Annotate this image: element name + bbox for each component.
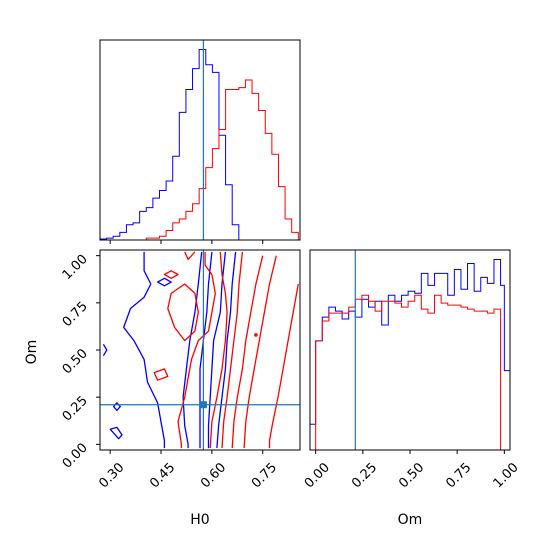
contour-y-tick-label: 0.00 [60, 441, 91, 472]
histogram-panel-om: 0.00 0.25 0.50 0.75 1.00 [302, 249, 522, 491]
contour-blue-7 [109, 426, 123, 440]
hist-om-series-blue [309, 259, 511, 450]
contour-blue-4 [216, 251, 237, 449]
contour-y-tick-label: 0.50 [60, 346, 91, 377]
contour-y-tick-label: 1.00 [60, 252, 91, 283]
x-axis-label-h0: H0 [190, 512, 209, 528]
hist-om-x-tick-label: 0.25 [349, 460, 380, 491]
truth-marker [199, 401, 207, 409]
hist-om-x-tick-label: 0.00 [302, 460, 333, 491]
y-axis-label-om: Om [24, 340, 40, 365]
contour-blue-2 [199, 251, 213, 449]
hist-h0-series-red [100, 79, 299, 241]
contour-red-17 [163, 270, 179, 279]
x-axis-label-om: Om [398, 512, 423, 528]
contour-y-tick-label: 0.75 [60, 299, 91, 330]
contour-blue-5 [156, 277, 172, 287]
contour-red-15 [167, 283, 199, 342]
contour-blue-1 [182, 251, 203, 449]
contour-red-10 [209, 251, 228, 449]
contour-red-9 [177, 251, 216, 449]
hist-h0-series-blue [99, 49, 299, 241]
hist-om-x-tick-label: 0.75 [443, 460, 474, 491]
contour-blue-3 [207, 251, 227, 449]
contour-red-11 [221, 251, 244, 449]
contour-red-14 [268, 283, 299, 449]
hist-om-frame [309, 249, 511, 451]
hist-om-series-red [310, 294, 510, 451]
histogram-panel-h0 [99, 39, 301, 244]
contour-blue-8 [102, 343, 108, 357]
contour-marker-0 [254, 333, 258, 337]
contour-x-tick-label: 0.60 [198, 460, 229, 491]
contour-red-12 [231, 255, 264, 449]
hist-h0-frame [99, 39, 301, 241]
contour-x-tick-label: 0.30 [96, 460, 127, 491]
hist-om-x-tick-label: 1.00 [491, 460, 522, 491]
contour-red-13 [243, 255, 277, 449]
contour-blue-6 [112, 402, 121, 412]
hist-om-x-tick-label: 0.50 [396, 460, 427, 491]
contour-red-18 [184, 251, 196, 261]
contour-red-16 [153, 368, 169, 381]
contour-lines [102, 251, 299, 449]
contour-x-tick-label: 0.45 [147, 460, 178, 491]
contour-blue-0 [123, 251, 166, 449]
contour-y-tick-label: 0.25 [60, 393, 91, 424]
contour-x-tick-label: 0.75 [249, 460, 280, 491]
contour-panel-h0-om: 0.30 0.45 0.60 0.75 0.00 0.25 0.50 0.75 1.00 [60, 249, 301, 491]
